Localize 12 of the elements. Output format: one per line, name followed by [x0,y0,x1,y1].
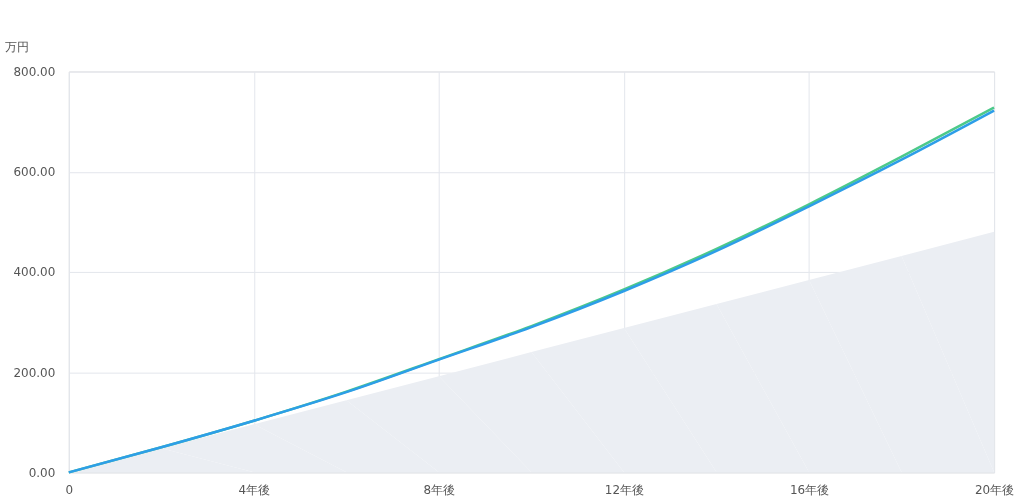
x-tick-label: 4年後 [238,482,271,497]
x-tick-label: 0 [65,482,74,497]
y-tick-label: 600.00 [13,165,56,180]
x-tick-label: 12年後 [604,482,645,497]
y-tick-label: 200.00 [13,365,56,380]
x-tick-label: 8年後 [423,482,456,497]
x-tick-label: 20年後 [974,482,1015,497]
y-axis-title: 万円 [4,39,29,54]
y-tick-label: 0.00 [28,465,56,480]
y-tick-label: 400.00 [13,265,56,280]
x-tick-label: 16年後 [789,482,830,497]
y-tick-label: 800.00 [13,65,56,80]
